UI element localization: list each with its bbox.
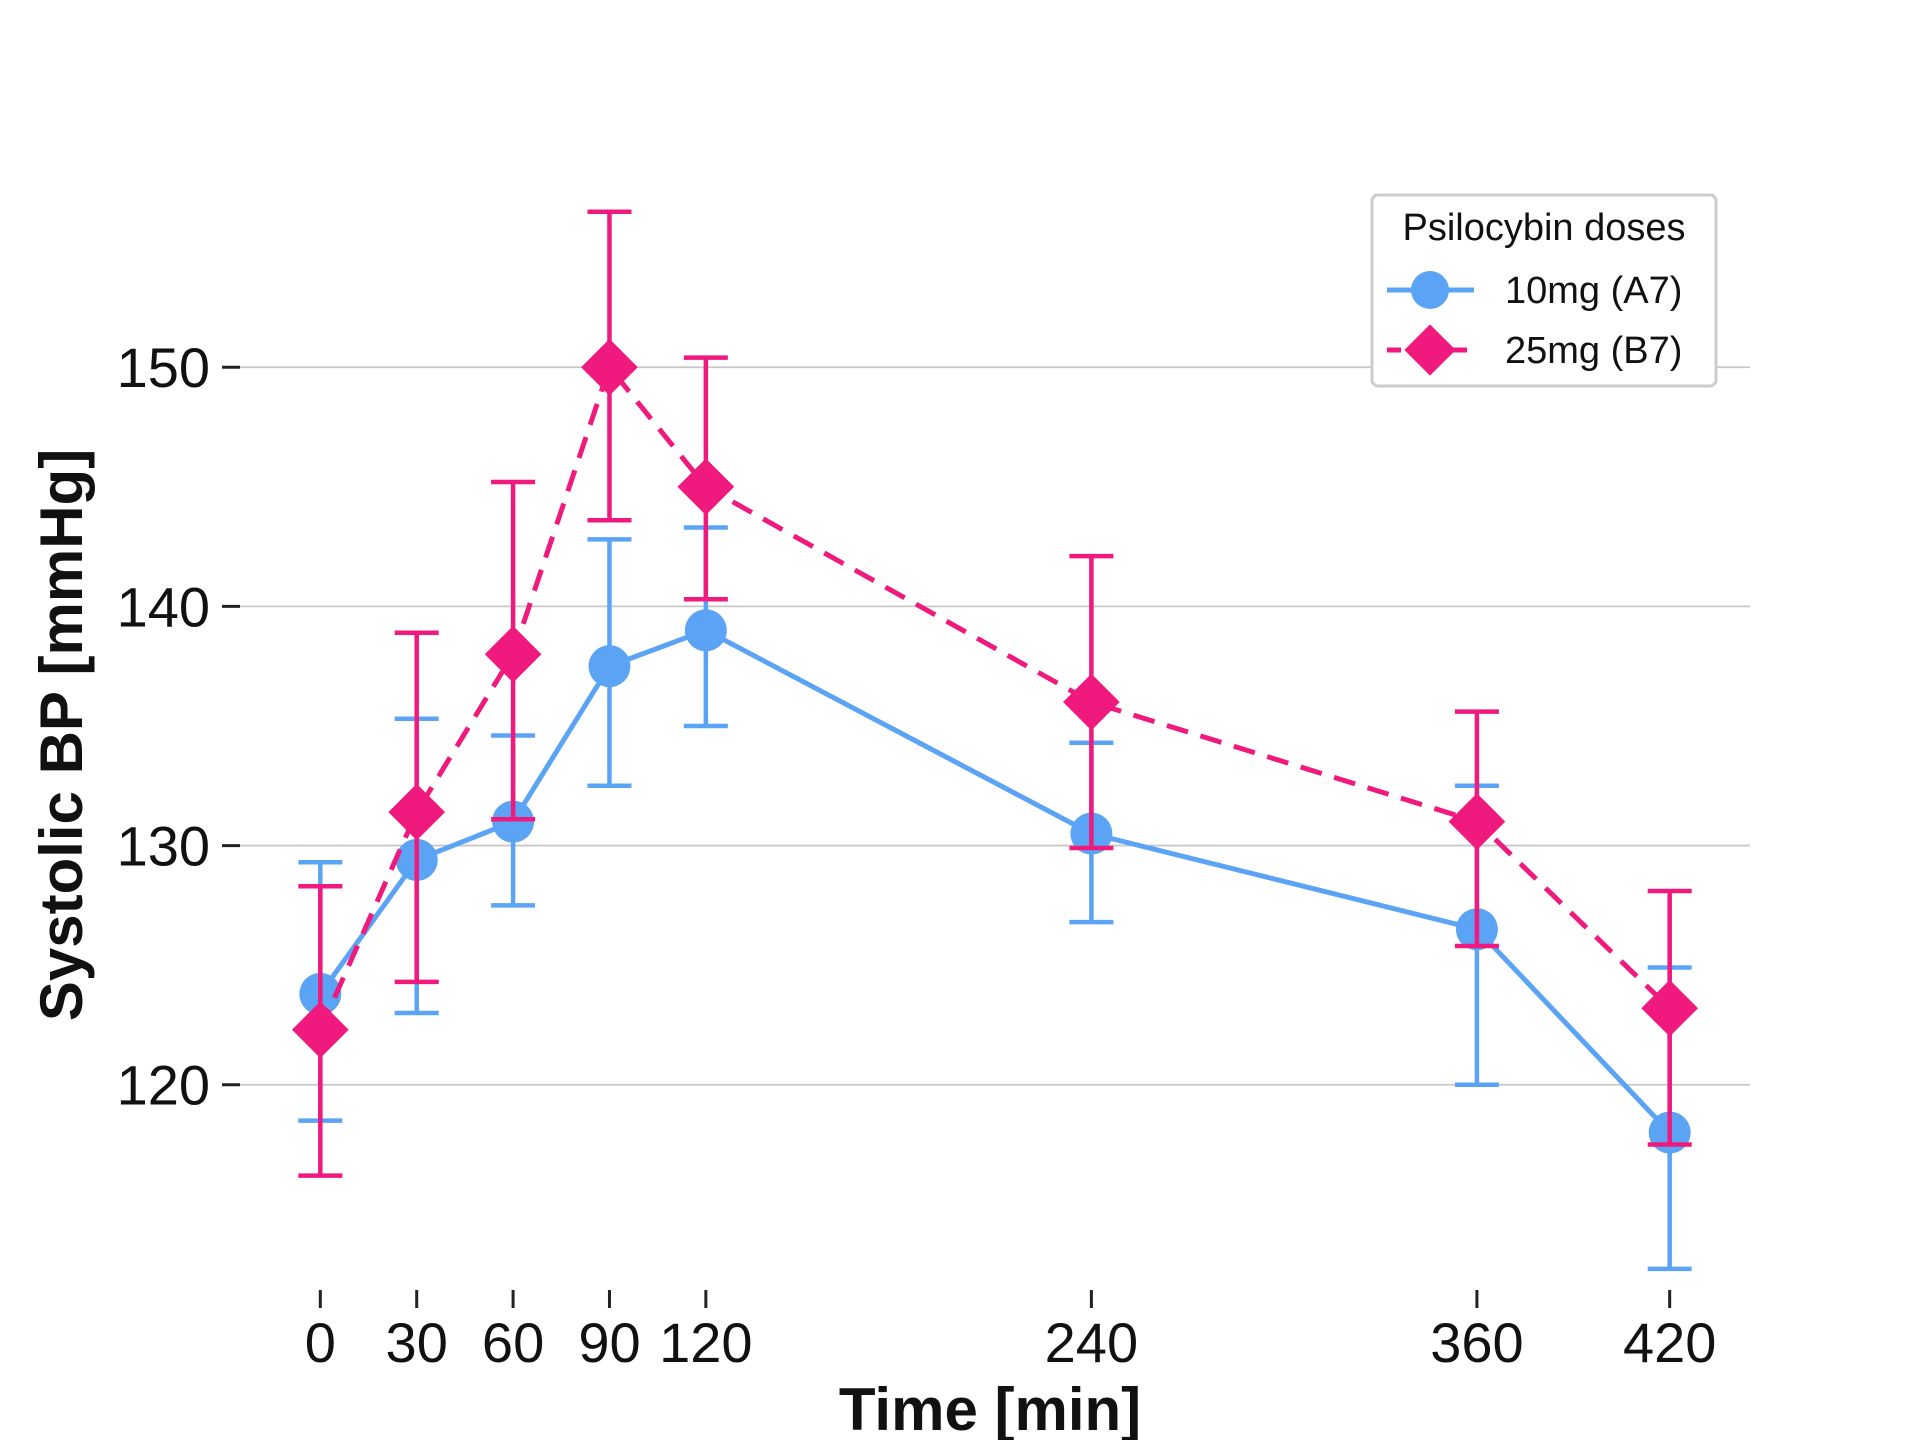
- legend-title: Psilocybin doses: [1402, 207, 1685, 249]
- legend-label-1: 10mg (A7): [1505, 270, 1682, 312]
- series-2-point-60: [484, 625, 542, 683]
- plot-area: [291, 209, 1699, 1272]
- x-tick-label-0: 0: [305, 1311, 336, 1374]
- legend-label-2: 25mg (B7): [1505, 330, 1682, 372]
- legend-entry-1: 10mg (A7): [1387, 270, 1682, 312]
- x-tick-label-360: 360: [1430, 1311, 1523, 1374]
- legend: Psilocybin doses 10mg (A7) 25mg (B7): [1370, 193, 1718, 388]
- series-2-point-420: [1641, 979, 1699, 1037]
- series-2-line: [318, 364, 1672, 1031]
- x-tick-label-60: 60: [482, 1311, 544, 1374]
- series-2: [291, 209, 1699, 1178]
- x-axis-title: Time [min]: [839, 1376, 1141, 1440]
- legend-entry-2: 25mg (B7): [1387, 324, 1682, 376]
- series-2-point-240: [1063, 673, 1120, 731]
- series-2-point-0: [291, 1001, 349, 1059]
- y-tick-label-150: 150: [117, 336, 210, 399]
- y-axis-title: Systolic BP [mmHg]: [28, 449, 95, 1021]
- legend-marker-1: [1411, 271, 1449, 309]
- y-tick-label-140: 140: [117, 575, 210, 638]
- legend-box: [1370, 193, 1718, 388]
- series-2-point-90: [581, 338, 638, 396]
- x-tick-label-240: 240: [1045, 1311, 1138, 1374]
- x-tick-label-90: 90: [578, 1311, 640, 1374]
- series-2-point-30: [388, 783, 446, 841]
- x-tick-label-120: 120: [659, 1311, 752, 1374]
- series-2-point-360: [1448, 793, 1506, 850]
- axes: 120 130 140 150 0 30 60 90 120 240 360 420: [117, 336, 1717, 1374]
- legend-marker-2: [1404, 324, 1456, 376]
- x-tick-label-420: 420: [1623, 1311, 1716, 1374]
- x-tick-label-30: 30: [386, 1311, 448, 1374]
- y-tick-label-130: 130: [117, 815, 210, 878]
- y-tick-label-120: 120: [117, 1054, 210, 1117]
- series-1-point-60: [492, 800, 535, 843]
- series-1-point-90: [588, 645, 631, 688]
- series-1-point-120: [684, 609, 727, 652]
- series-2-point-120: [677, 458, 735, 516]
